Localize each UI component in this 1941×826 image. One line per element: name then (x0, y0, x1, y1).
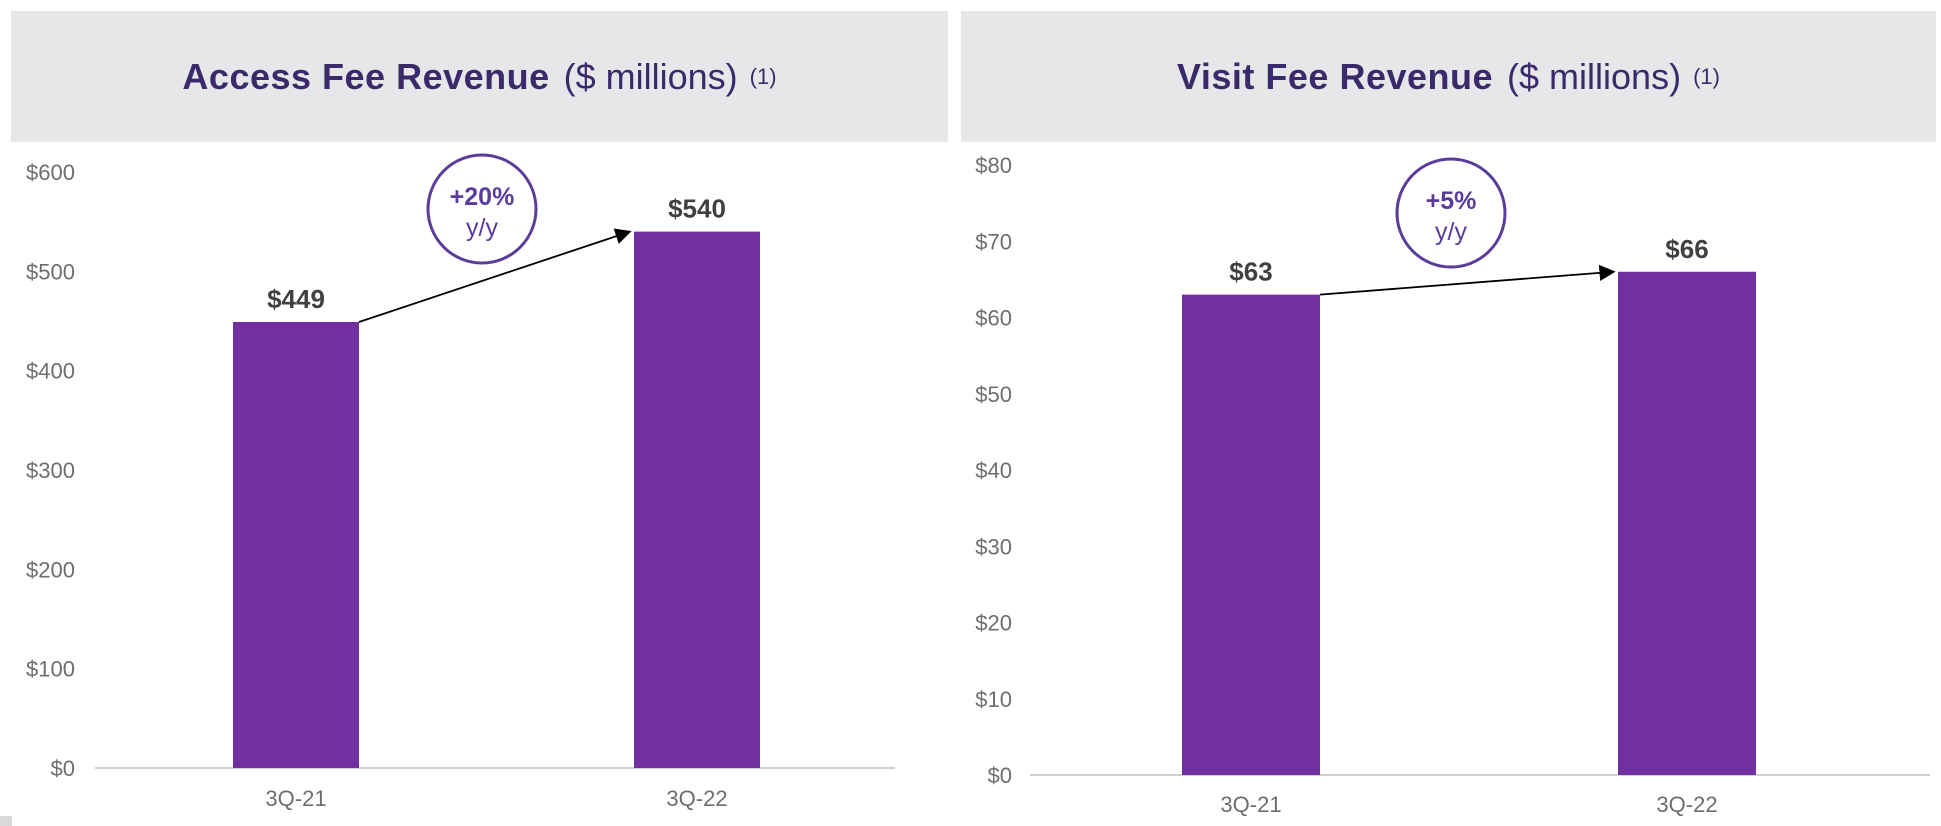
y-tick-label: $40 (975, 458, 1012, 483)
access-fee-chart: $0 $100 $200 $300 $400 $500 $600 $449 3Q-21 $540 3… (26, 153, 895, 811)
y-tick-label: $600 (26, 160, 75, 185)
y-tick-label: $300 (26, 458, 75, 483)
y-tick-label: $60 (975, 306, 1012, 331)
x-tick-label: 3Q-21 (1220, 792, 1281, 817)
visit-fee-panel: Visit Fee Revenue ($ millions) (1) $0 $10… (955, 0, 1941, 826)
chart-unit: ($ millions) (1507, 55, 1682, 97)
chart-unit: ($ millions) (563, 55, 738, 97)
y-tick-label: $20 (975, 611, 1012, 636)
y-tick-label: $400 (26, 359, 75, 384)
y-tick-label: $200 (26, 557, 75, 582)
access-fee-header: Access Fee Revenue ($ millions) (1) (11, 11, 948, 142)
growth-label: y/y (466, 214, 498, 242)
data-label: $63 (1229, 257, 1272, 287)
bar-3q-22 (1618, 271, 1756, 775)
access-fee-panel: Access Fee Revenue ($ millions) (1) $0 $1… (0, 0, 955, 826)
y-tick-label: $70 (975, 229, 1012, 254)
bar-3q-21 (233, 321, 359, 768)
y-tick-label: $30 (975, 534, 1012, 559)
x-tick-label: 3Q-21 (265, 786, 326, 811)
bar-3q-21 (1182, 294, 1320, 775)
data-label: $449 (267, 284, 325, 314)
x-tick-label: 3Q-22 (1656, 792, 1717, 817)
x-tick-label: 3Q-22 (666, 786, 727, 811)
chart-footnote: (1) (749, 63, 777, 89)
visit-fee-chart: $0 $10 $20 $30 $40 $50 $60 $70 $80 $63 3Q-21 $66 3Q-… (975, 153, 1930, 817)
growth-bubble (426, 153, 538, 265)
growth-bubble (1395, 157, 1507, 269)
y-tick-label: $500 (26, 259, 75, 284)
y-tick-label: $100 (26, 657, 75, 682)
growth-label: y/y (1435, 218, 1467, 246)
y-tick-label: $50 (975, 382, 1012, 407)
bar-3q-22 (634, 231, 760, 769)
data-label: $66 (1665, 234, 1708, 264)
corner-marker (0, 816, 12, 826)
y-tick-label: $80 (975, 153, 1012, 178)
growth-value: +20% (450, 183, 515, 211)
growth-arrow (358, 228, 632, 323)
chart-title: Visit Fee Revenue (1177, 55, 1494, 97)
growth-value: +5% (1426, 187, 1477, 215)
y-tick-label: $10 (975, 687, 1012, 712)
visit-fee-header: Visit Fee Revenue ($ millions) (1) (961, 11, 1936, 142)
y-tick-label: $0 (988, 763, 1012, 788)
chart-footnote: (1) (1693, 63, 1720, 89)
data-label: $540 (668, 194, 726, 224)
y-tick-label: $0 (51, 756, 75, 781)
chart-title: Access Fee Revenue (182, 55, 550, 97)
growth-arrow (1319, 264, 1616, 296)
